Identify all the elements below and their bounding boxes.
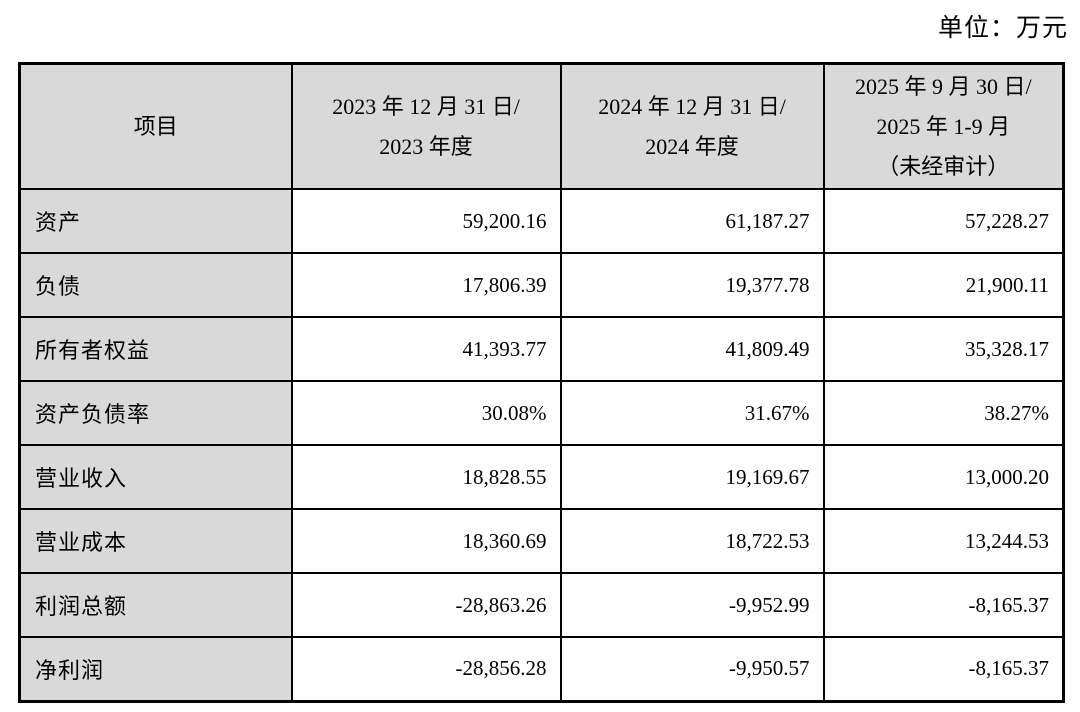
unit-label: 单位：万元 (937, 15, 1068, 42)
row-label: 资产负债率 (18, 380, 293, 446)
row-label: 营业成本 (18, 508, 293, 574)
table-header: 项目 2023 年 12 月 31 日/ 2023 年度 2024 年 12 月… (18, 62, 1065, 190)
row-label: 利润总额 (18, 572, 293, 638)
cell-value: 57,228.27 (822, 188, 1065, 254)
table-row-liabilities: 负债 17,806.39 19,377.78 21,900.11 (18, 252, 1065, 318)
cell-value: 41,393.77 (290, 316, 562, 382)
cell-value: -28,863.26 (290, 572, 562, 638)
cell-value: 13,000.20 (822, 444, 1065, 510)
header-2024: 2024 年 12 月 31 日/ 2024 年度 (559, 62, 825, 190)
cell-value: 59,200.16 (290, 188, 562, 254)
table-body: 资产 59,200.16 61,187.27 57,228.27 负债 17,8… (18, 188, 1065, 702)
cell-value: -28,856.28 (290, 636, 562, 702)
cell-value: 41,809.49 (559, 316, 825, 382)
cell-value: 31.67% (559, 380, 825, 446)
cell-value: 19,169.67 (559, 444, 825, 510)
header-item: 项目 (18, 62, 293, 190)
cell-value: 35,328.17 (822, 316, 1065, 382)
cell-value: -8,165.37 (822, 636, 1065, 702)
cell-value: -9,952.99 (559, 572, 825, 638)
table-row-assets: 资产 59,200.16 61,187.27 57,228.27 (18, 188, 1065, 254)
cell-value: 30.08% (290, 380, 562, 446)
cell-value: 17,806.39 (290, 252, 562, 318)
cell-value: -8,165.37 (822, 572, 1065, 638)
row-label: 资产 (18, 188, 293, 254)
row-label: 净利润 (18, 636, 293, 702)
header-2023: 2023 年 12 月 31 日/ 2023 年度 (290, 62, 562, 190)
table-row-operating-cost: 营业成本 18,360.69 18,722.53 13,244.53 (18, 508, 1065, 574)
cell-value: -9,950.57 (559, 636, 825, 702)
cell-value: 19,377.78 (559, 252, 825, 318)
header-2025: 2025 年 9 月 30 日/ 2025 年 1-9 月 （未经审计） (822, 62, 1065, 190)
table-row-net-profit: 净利润 -28,856.28 -9,950.57 -8,165.37 (18, 636, 1065, 702)
table-row-revenue: 营业收入 18,828.55 19,169.67 13,000.20 (18, 444, 1065, 510)
row-label: 所有者权益 (18, 316, 293, 382)
financial-summary-table: 项目 2023 年 12 月 31 日/ 2023 年度 2024 年 12 月… (18, 62, 1065, 703)
cell-value: 18,360.69 (290, 508, 562, 574)
cell-value: 18,722.53 (559, 508, 825, 574)
cell-value: 21,900.11 (822, 252, 1065, 318)
cell-value: 18,828.55 (290, 444, 562, 510)
row-label: 营业收入 (18, 444, 293, 510)
row-label: 负债 (18, 252, 293, 318)
cell-value: 61,187.27 (559, 188, 825, 254)
table-row-total-profit: 利润总额 -28,863.26 -9,952.99 -8,165.37 (18, 572, 1065, 638)
header-item-label: 项目 (133, 113, 178, 139)
table-row-debt-ratio: 资产负债率 30.08% 31.67% 38.27% (18, 380, 1065, 446)
cell-value: 38.27% (822, 380, 1065, 446)
cell-value: 13,244.53 (822, 508, 1065, 574)
table-row-owners-equity: 所有者权益 41,393.77 41,809.49 35,328.17 (18, 316, 1065, 382)
header-row: 项目 2023 年 12 月 31 日/ 2023 年度 2024 年 12 月… (18, 62, 1065, 190)
